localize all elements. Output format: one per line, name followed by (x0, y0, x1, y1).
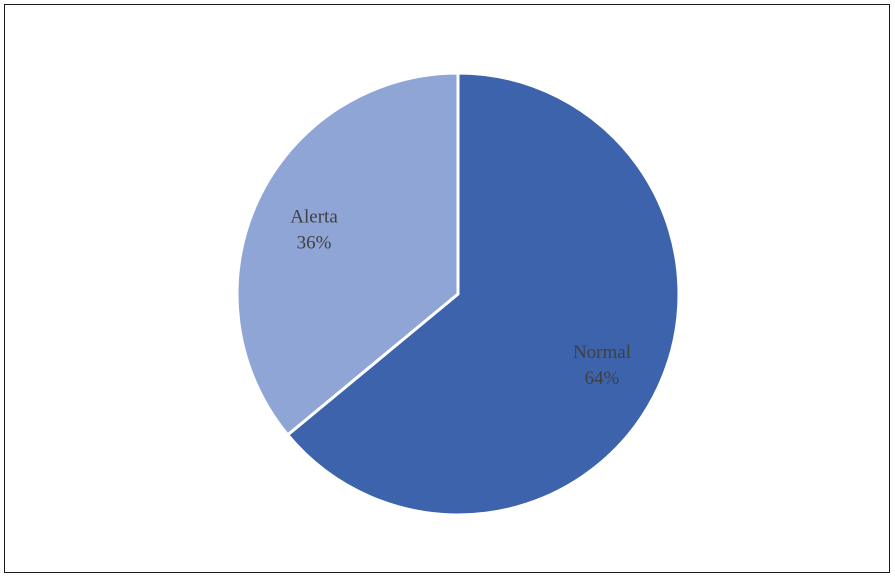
slice-label-alerta: Alerta 36% (290, 206, 338, 253)
slice-percentage: 64% (585, 368, 620, 389)
pie-labels: Normal 64% Alerta 36% (290, 206, 631, 389)
slice-percentage: 36% (297, 232, 332, 253)
pie-slice-normal (286, 71, 681, 517)
pie-slices (235, 71, 681, 517)
slice-category-name: Alerta (290, 206, 338, 227)
slice-label-normal: Normal 64% (573, 342, 631, 389)
chart-area: Normal 64% Alerta 36% (4, 4, 890, 573)
slice-category-name: Normal (573, 342, 631, 363)
pie-slice-alerta (235, 71, 460, 437)
pie-chart: Normal 64% Alerta 36% (235, 71, 681, 517)
